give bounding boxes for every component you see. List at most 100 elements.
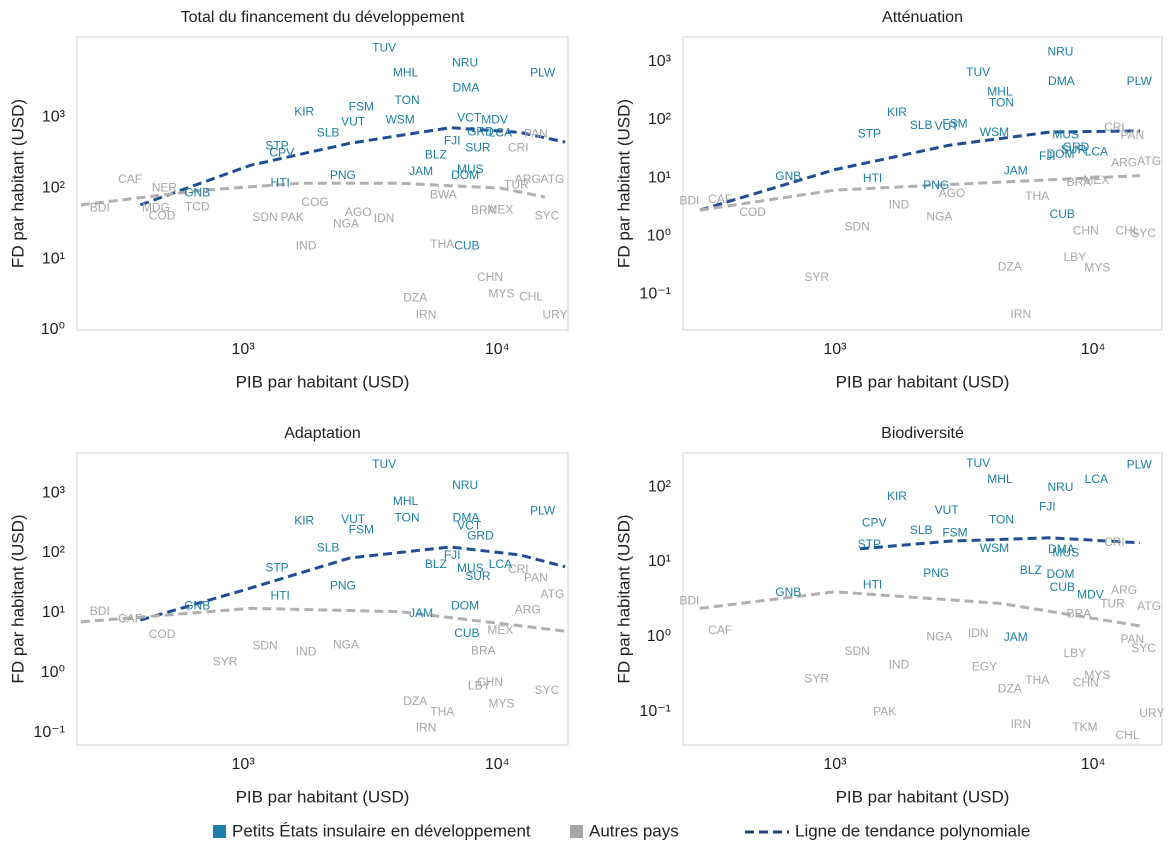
point-label: ATG xyxy=(541,587,565,601)
y-tick-label: 10⁻¹ xyxy=(639,703,671,720)
trend-line xyxy=(699,590,1141,628)
point-label: SYC xyxy=(1131,226,1156,240)
point-label: WSM xyxy=(980,125,1009,139)
plot-frame xyxy=(76,36,569,331)
point-label: TUV xyxy=(372,41,396,55)
point-label: MEX xyxy=(1083,173,1109,187)
point-label: CUB xyxy=(454,626,479,640)
point-label: DOM xyxy=(451,598,479,612)
point-label: FJI xyxy=(444,548,461,562)
x-axis-label: PIB par habitant (USD) xyxy=(236,787,410,806)
point-label: DMA xyxy=(1048,74,1075,88)
point-label: NRU xyxy=(452,55,478,69)
point-label: ARG xyxy=(1111,583,1137,597)
point-label: GRD xyxy=(467,528,494,542)
point-label: PNG xyxy=(330,168,356,182)
x-tick-label: 10⁴ xyxy=(485,756,510,773)
x-axis-label: PIB par habitant (USD) xyxy=(236,372,410,391)
point-label: ARG xyxy=(515,172,541,186)
point-label: SLB xyxy=(317,126,340,140)
point-label: VUT xyxy=(935,119,960,133)
point-label: MDG xyxy=(142,200,170,214)
point-label: STP xyxy=(265,560,288,574)
point-label: ATG xyxy=(541,172,565,186)
x-tick-label: 10⁴ xyxy=(1081,341,1106,358)
point-label: ATG xyxy=(1137,599,1161,613)
y-tick-label: 10³ xyxy=(42,108,66,125)
point-label: HTI xyxy=(271,588,290,602)
point-label: NER xyxy=(152,180,178,194)
point-label: JAM xyxy=(409,606,433,620)
x-tick-label: 10³ xyxy=(232,756,256,773)
point-label: CHN xyxy=(1073,675,1099,689)
point-label: CHL xyxy=(1115,224,1139,238)
y-tick-label: 10³ xyxy=(42,484,66,501)
point-label: HTI xyxy=(271,175,290,189)
point-label: MYS xyxy=(488,286,514,300)
point-label: SDN xyxy=(845,220,870,234)
point-label: NRU xyxy=(1047,44,1073,58)
point-label: KIR xyxy=(887,489,907,503)
trend-line xyxy=(699,174,1141,212)
legend-label: Ligne de tendance polynomiale xyxy=(795,821,1030,840)
point-label: URY xyxy=(543,308,568,322)
y-tick-label: 10² xyxy=(42,179,66,196)
point-label: CUB xyxy=(1050,580,1075,594)
point-label: CRI xyxy=(1104,120,1125,134)
point-label: BDI xyxy=(90,604,110,618)
point-label: CHN xyxy=(477,675,503,689)
point-label: MEX xyxy=(487,202,513,216)
point-label: IDN xyxy=(374,211,395,225)
point-label: DMA xyxy=(453,80,480,94)
point-label: SYR xyxy=(213,655,238,669)
point-label: BRA xyxy=(471,643,496,657)
point-label: ARG xyxy=(515,603,541,617)
point-label: BRA xyxy=(471,203,496,217)
point-label: HTI xyxy=(863,171,882,185)
trend-line xyxy=(699,129,1141,212)
point-label: IND xyxy=(889,657,910,671)
point-label: MDV xyxy=(481,112,508,126)
point-label: FSM xyxy=(942,526,967,540)
point-label: SDN xyxy=(252,638,277,652)
point-label: MYS xyxy=(1084,260,1110,274)
point-label: COD xyxy=(739,205,766,219)
point-label: THA xyxy=(430,705,454,719)
chart-title: Adaptation xyxy=(284,425,361,442)
point-label: MHL xyxy=(393,494,419,508)
y-axis-label: FD par habitant (USD) xyxy=(8,99,27,268)
point-label: VUT xyxy=(935,503,960,517)
point-label: MHL xyxy=(987,472,1013,486)
y-tick-label: 10⁰ xyxy=(647,227,671,244)
point-label: MYS xyxy=(1084,668,1110,682)
point-label: GRD xyxy=(467,125,494,139)
point-label: CHN xyxy=(1073,224,1099,238)
point-label: SUR xyxy=(1061,143,1087,157)
point-label: NGA xyxy=(333,637,359,651)
point-label: BDI xyxy=(90,200,110,214)
point-label: BDI xyxy=(679,193,699,207)
point-label: VUT xyxy=(341,512,366,526)
point-label: GRD xyxy=(1063,140,1090,154)
point-label: MUS xyxy=(457,162,484,176)
point-label: FSM xyxy=(349,99,374,113)
y-tick-label: 10¹ xyxy=(648,169,671,186)
y-tick-label: 10⁰ xyxy=(647,628,671,645)
x-tick-label: 10⁴ xyxy=(485,341,510,358)
point-label: TUV xyxy=(966,456,990,470)
point-label: CAF xyxy=(708,192,732,206)
point-label: STP xyxy=(265,138,288,152)
point-label: CUB xyxy=(1050,207,1075,221)
point-label: AGO xyxy=(939,186,966,200)
y-tick-label: 10² xyxy=(648,111,672,128)
point-label: JAM xyxy=(409,164,433,178)
x-tick-label: 10³ xyxy=(823,756,847,773)
point-label: PNG xyxy=(923,178,949,192)
point-label: MHL xyxy=(987,85,1013,99)
x-axis-label: PIB par habitant (USD) xyxy=(836,372,1010,391)
point-label: HTI xyxy=(863,577,882,591)
point-label: DOM xyxy=(451,168,479,182)
point-label: JAM xyxy=(1004,164,1028,178)
x-axis-label: PIB par habitant (USD) xyxy=(836,787,1010,806)
point-label: IDN xyxy=(968,626,989,640)
